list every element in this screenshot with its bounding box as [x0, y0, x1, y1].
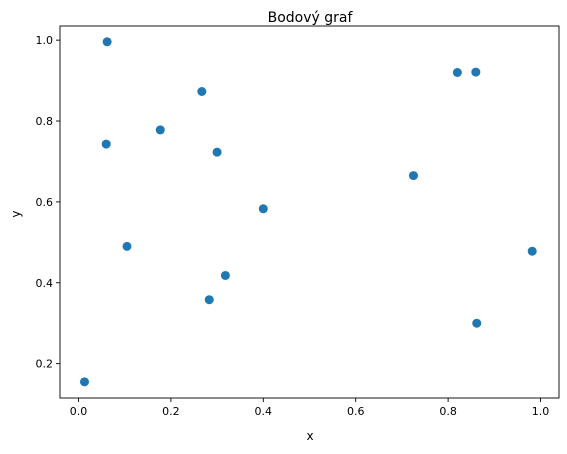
chart-title: Bodový graf — [268, 10, 354, 26]
data-point — [220, 270, 230, 280]
data-point — [472, 318, 482, 328]
data-point — [212, 147, 222, 157]
y-tick-label: 0.4 — [36, 277, 54, 290]
data-point — [101, 139, 111, 149]
y-tick-label: 0.8 — [36, 115, 54, 128]
data-point — [79, 377, 89, 387]
data-point — [102, 37, 112, 47]
x-tick-label: 0.2 — [162, 405, 180, 418]
y-tick-label: 0.6 — [36, 196, 54, 209]
data-point — [197, 87, 207, 97]
data-point — [122, 241, 132, 251]
x-axis-label: x — [306, 429, 313, 443]
plot-frame — [59, 25, 560, 399]
data-point — [452, 68, 462, 77]
x-tick-label: 0.0 — [70, 405, 88, 418]
x-tick-label: 0.8 — [439, 405, 457, 418]
data-point — [527, 246, 537, 256]
y-axis-label: y — [9, 210, 23, 217]
data-point — [204, 295, 214, 305]
x-tick-label: 0.4 — [255, 405, 273, 418]
data-point — [408, 171, 418, 181]
y-tick-label: 0.2 — [36, 358, 54, 371]
axes: 0.0 0.2 0.4 0.6 0.8 1.0 0.2 0.4 0.6 0.8 1.0 — [36, 34, 550, 418]
x-tick-label: 1.0 — [532, 405, 550, 418]
data-point — [471, 67, 481, 77]
y-tick-label: 1.0 — [36, 34, 54, 47]
x-tick-label: 0.6 — [347, 405, 365, 418]
data-points — [79, 37, 537, 387]
data-point — [155, 125, 165, 135]
data-point — [258, 204, 268, 214]
